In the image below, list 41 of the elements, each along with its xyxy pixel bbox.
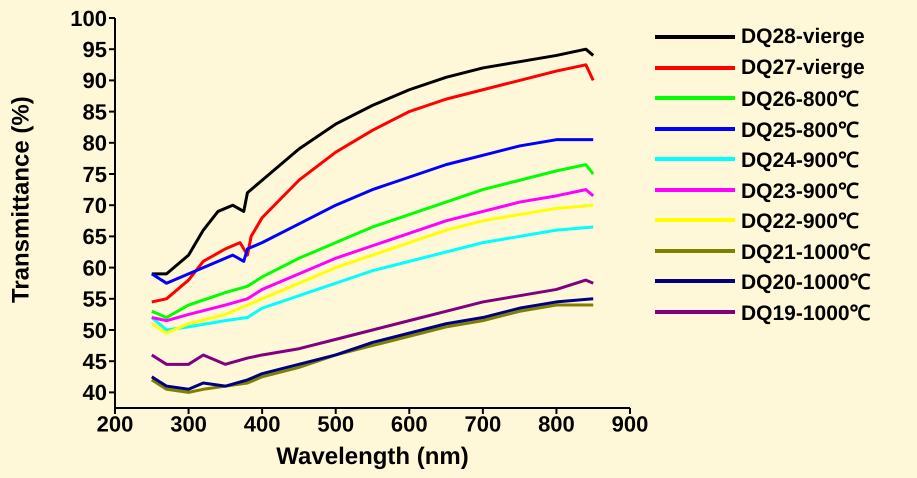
line-series (150, 278, 595, 366)
y-tick-label: 75 (82, 162, 107, 187)
y-tick-label: 45 (82, 349, 107, 374)
line-series (150, 163, 595, 320)
y-tick-label: 80 (82, 130, 107, 156)
legend-label: DQ28-vierge (741, 25, 865, 50)
line-series (150, 204, 595, 335)
line-series (150, 63, 595, 304)
x-tick-label: 200 (96, 412, 134, 437)
line-series (150, 226, 595, 332)
legend-label: DQ19-1000℃ (741, 300, 871, 326)
legend-label: DQ21-1000℃ (741, 240, 871, 265)
y-axis-title: Transmittance (%) (8, 96, 35, 303)
legend-label: DQ22-900℃ (741, 209, 859, 234)
legend-label: DQ24-900℃ (741, 148, 859, 174)
y-tick-label: 100 (70, 6, 107, 31)
y-tick-label: 60 (82, 255, 107, 280)
legend-label: DQ27-vierge (741, 56, 865, 80)
x-tick-label: 700 (464, 412, 502, 437)
x-axis-title: Wavelength (nm) (276, 443, 469, 470)
line-series (150, 188, 595, 322)
line-series (150, 48, 595, 276)
y-tick-label: 90 (82, 68, 107, 94)
legend-label: DQ26-800℃ (741, 87, 859, 112)
y-tick-label: 95 (82, 37, 107, 62)
legend-label: DQ25-800℃ (741, 118, 859, 143)
y-tick-label: 55 (82, 286, 107, 312)
x-tick-label: 800 (538, 412, 575, 437)
y-tick-label: 40 (82, 380, 107, 406)
legend-label: DQ23-900℃ (741, 178, 859, 204)
y-tick-label: 85 (82, 99, 107, 124)
legend-label: DQ20-1000℃ (741, 270, 871, 296)
x-tick-label: 600 (390, 412, 428, 437)
x-tick-label: 300 (170, 412, 207, 437)
x-tick-label: 900 (612, 412, 648, 437)
x-tick-label: 500 (317, 412, 354, 437)
x-tick-label: 400 (244, 412, 280, 437)
y-tick-label: 65 (82, 224, 107, 250)
y-tick-label: 70 (82, 193, 107, 218)
line-series (150, 138, 595, 285)
y-tick-label: 50 (82, 318, 107, 343)
